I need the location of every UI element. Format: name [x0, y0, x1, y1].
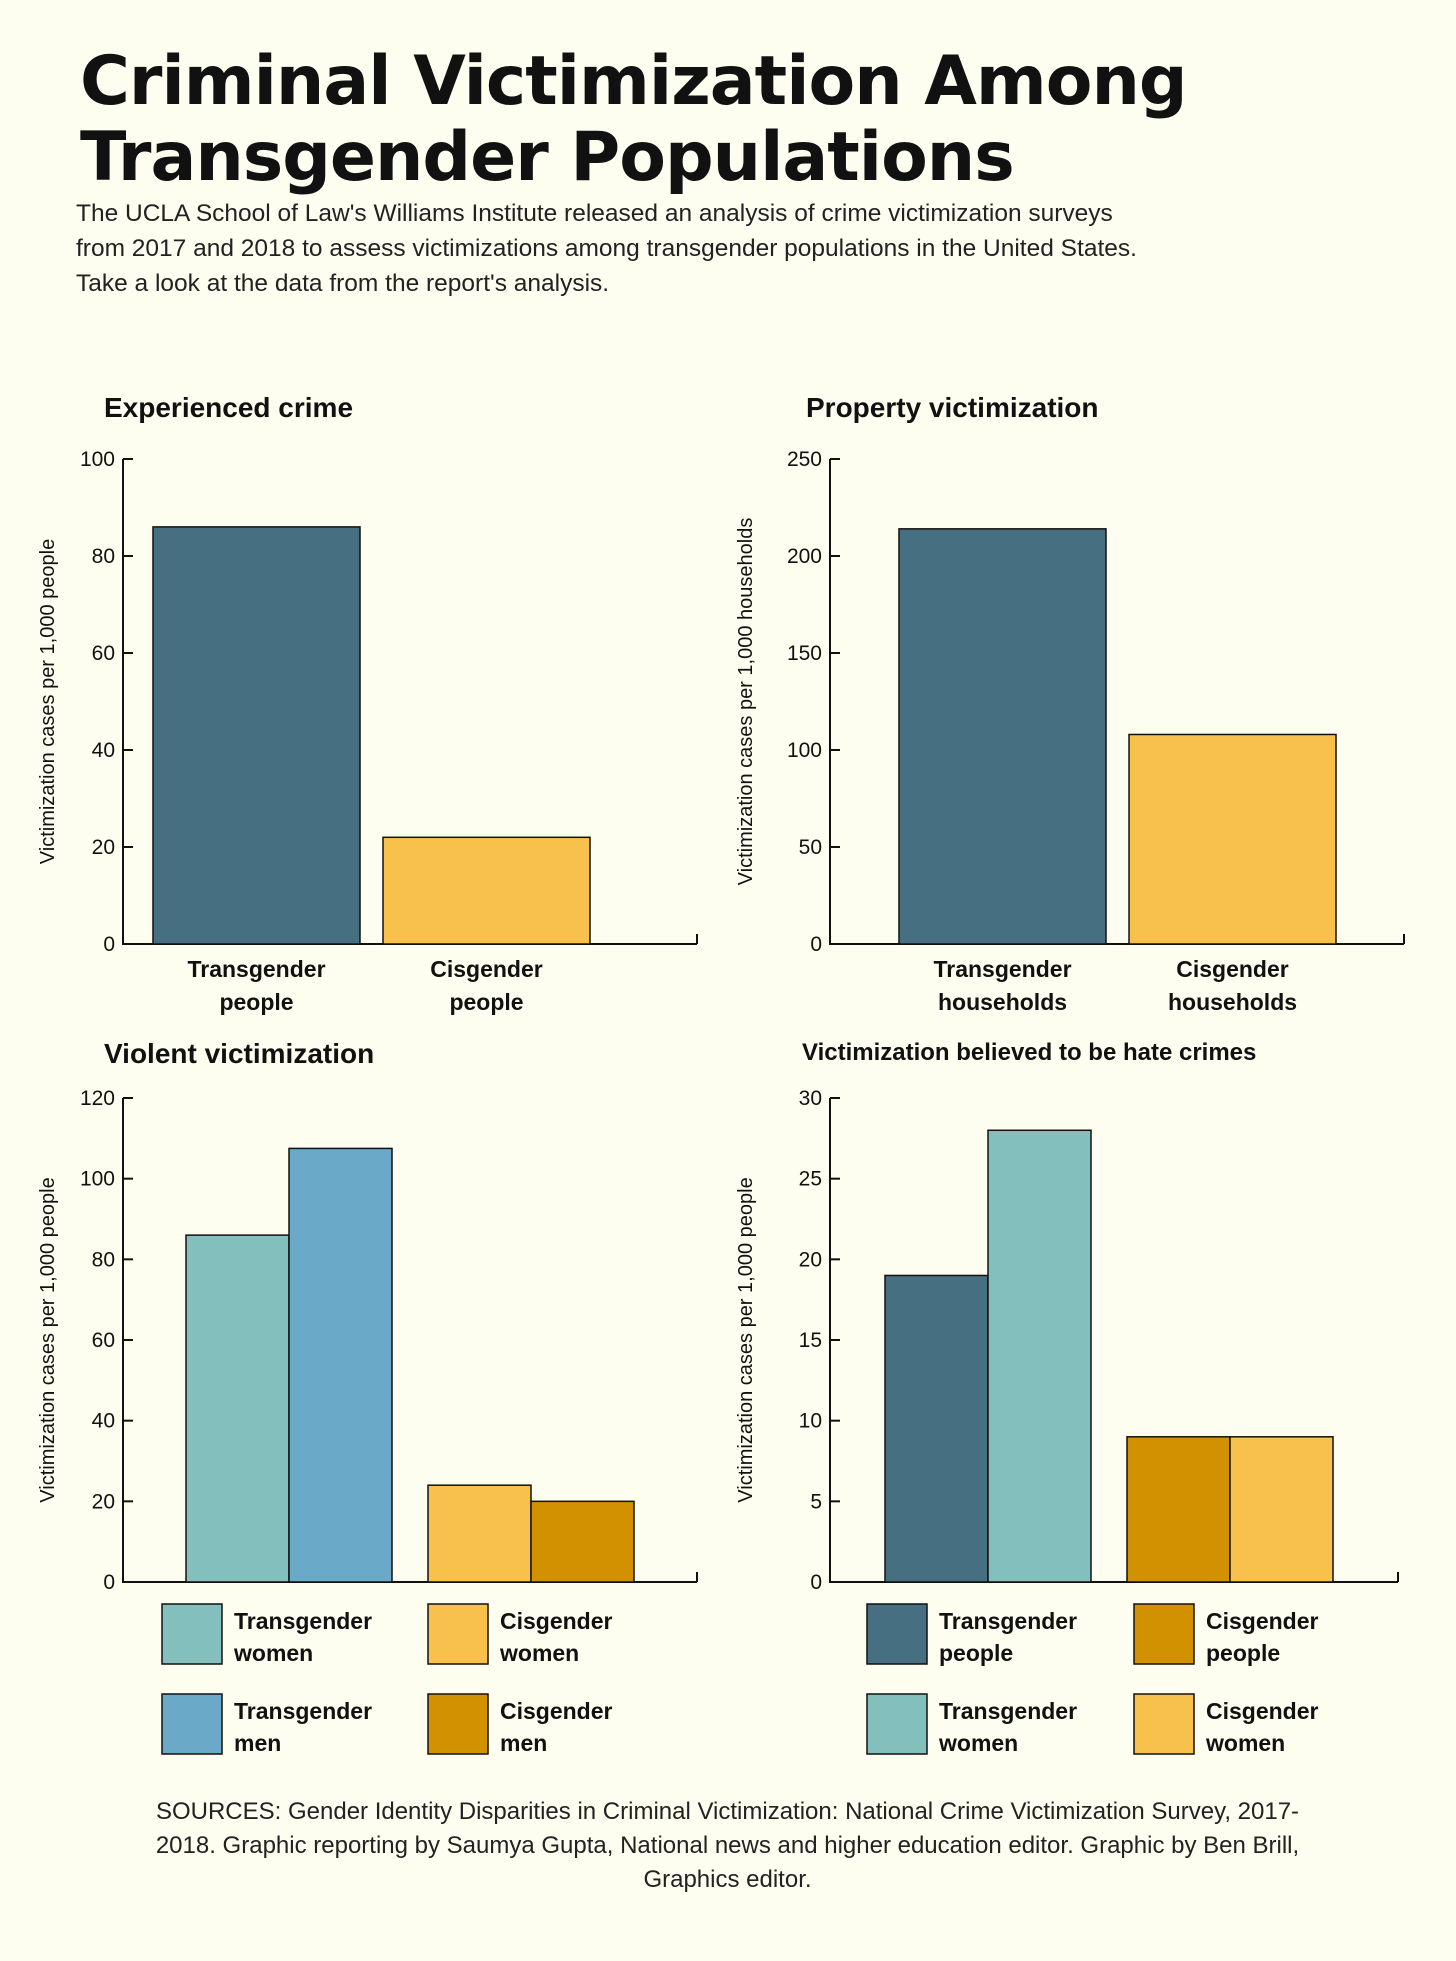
legend-label: Transgender — [939, 1698, 1077, 1724]
bar — [898, 528, 1107, 945]
y-tick-label: 60 — [92, 1329, 115, 1352]
legend-swatch — [161, 1693, 223, 1755]
bar — [288, 1147, 393, 1583]
y-tick-label: 80 — [92, 545, 115, 568]
legend-label: Cisgender — [500, 1608, 613, 1634]
chart-title: Experienced crime — [104, 392, 353, 423]
x-tick-label: Transgender — [933, 956, 1071, 982]
y-tick-label: 15 — [799, 1329, 822, 1352]
chart-title: Violent victimization — [104, 1038, 374, 1069]
y-tick-label: 100 — [80, 448, 115, 471]
legend-swatch — [1133, 1693, 1195, 1755]
y-axis-label: Victimization cases per 1,000 households — [735, 518, 757, 886]
x-tick-label: Cisgender — [1176, 956, 1289, 982]
sources-footer: SOURCES: Gender Identity Disparities in … — [155, 1798, 1300, 1893]
legend-label: Cisgender — [1206, 1698, 1319, 1724]
y-tick-label: 40 — [92, 1410, 115, 1433]
y-tick-label: 80 — [92, 1248, 115, 1271]
bar — [884, 1274, 989, 1583]
legend-swatch — [427, 1693, 489, 1755]
legend-label: women — [1205, 1730, 1285, 1756]
y-axis-label: Victimization cases per 1,000 people — [735, 1177, 757, 1502]
y-tick-label: 250 — [787, 448, 822, 471]
bar — [1128, 733, 1337, 945]
legend-label: Cisgender — [500, 1698, 613, 1724]
x-tick-label: households — [938, 989, 1067, 1015]
legend-label: women — [938, 1730, 1018, 1756]
y-tick-label: 20 — [92, 836, 115, 859]
legend-label: men — [500, 1730, 547, 1756]
y-tick-label: 40 — [92, 739, 115, 762]
y-tick-label: 50 — [799, 836, 822, 859]
legend-label: women — [499, 1640, 579, 1666]
legend-label: people — [1206, 1640, 1280, 1666]
y-tick-label: 0 — [810, 1571, 822, 1594]
legend-label: men — [234, 1730, 281, 1756]
x-tick-label: people — [449, 989, 523, 1015]
chart-experienced-crime: Experienced crime Victimization cases per… — [30, 380, 730, 1110]
bar — [185, 1234, 290, 1583]
y-tick-label: 200 — [787, 545, 822, 568]
chart-title: Victimization believed to be hate crimes — [802, 1039, 1256, 1066]
y-tick-label: 5 — [810, 1490, 822, 1513]
y-axis-label: Victimization cases per 1,000 people — [37, 1177, 59, 1502]
y-axis-label: Victimization cases per 1,000 people — [37, 539, 59, 864]
legend-swatch — [427, 1603, 489, 1665]
bar — [427, 1484, 532, 1583]
chart-violent-victimization: Violent victimization Victimization cases… — [30, 1034, 730, 1764]
legend-label: Transgender — [939, 1608, 1077, 1634]
legend-label: people — [939, 1640, 1013, 1666]
y-tick-label: 0 — [103, 1571, 115, 1594]
y-tick-label: 100 — [80, 1168, 115, 1191]
legend-label: Transgender — [234, 1698, 372, 1724]
y-tick-label: 20 — [92, 1490, 115, 1513]
chart-svg: Experienced crime Victimization cases per… — [37, 392, 698, 1015]
bar — [382, 836, 591, 945]
chart-svg: Violent victimization Victimization cases… — [37, 1038, 698, 1756]
bar — [530, 1500, 635, 1583]
legend-label: women — [233, 1640, 313, 1666]
y-tick-label: 30 — [799, 1087, 822, 1110]
chart-hate-crimes: Victimization believed to be hate crimes… — [726, 1034, 1426, 1764]
page-title: Criminal Victimization Among Transgender… — [80, 42, 1188, 197]
legend-swatch — [1133, 1603, 1195, 1665]
bar — [1229, 1436, 1334, 1583]
y-tick-label: 25 — [799, 1168, 822, 1191]
y-tick-label: 150 — [787, 642, 822, 665]
y-tick-label: 20 — [799, 1248, 822, 1271]
legend-label: Transgender — [234, 1608, 372, 1634]
legend-label: Cisgender — [1206, 1608, 1319, 1634]
y-tick-label: 10 — [799, 1410, 822, 1433]
x-tick-label: people — [219, 989, 293, 1015]
bar — [152, 526, 361, 945]
legend-swatch — [866, 1603, 928, 1665]
y-tick-label: 60 — [92, 642, 115, 665]
x-tick-label: Transgender — [187, 956, 325, 982]
y-tick-label: 0 — [103, 933, 115, 956]
x-tick-label: Cisgender — [430, 956, 543, 982]
bar — [987, 1129, 1092, 1583]
chart-svg: Victimization believed to be hate crimes… — [735, 1039, 1399, 1756]
legend-swatch — [866, 1693, 928, 1755]
chart-property-victimization: Property victimization Victimization case… — [726, 380, 1426, 1110]
x-tick-label: households — [1168, 989, 1297, 1015]
page-subtitle: The UCLA School of Law's Williams Instit… — [76, 200, 1137, 297]
chart-svg: Property victimization Victimization case… — [735, 392, 1405, 1015]
legend-swatch — [161, 1603, 223, 1665]
y-tick-label: 0 — [810, 933, 822, 956]
chart-title: Property victimization — [806, 392, 1099, 423]
bar — [1126, 1436, 1231, 1583]
y-tick-label: 120 — [80, 1087, 115, 1110]
y-tick-label: 100 — [787, 739, 822, 762]
